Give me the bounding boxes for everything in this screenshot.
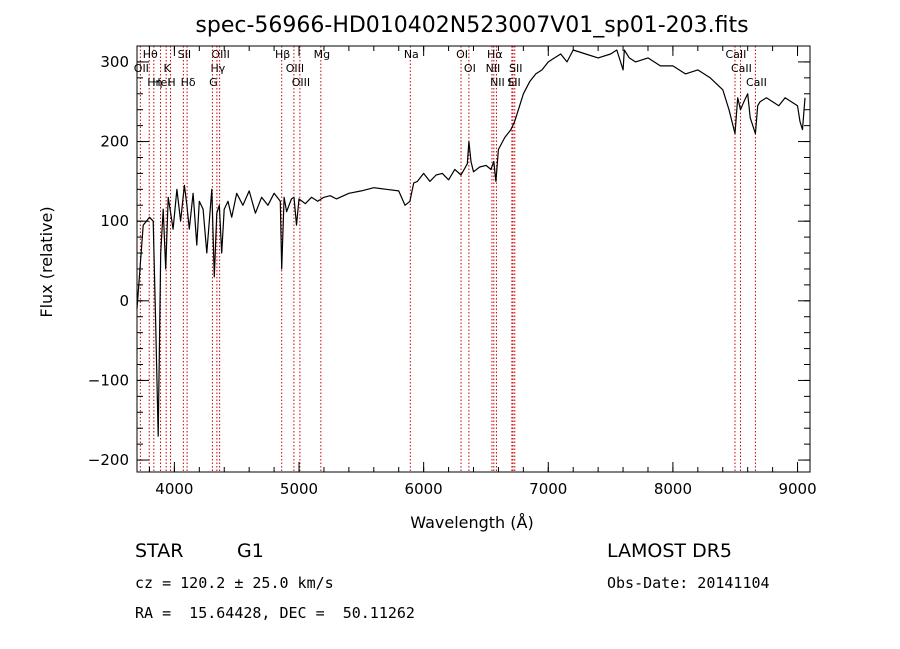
y-tick-label: −100 — [88, 371, 129, 389]
spectral-line-label: NII — [486, 62, 501, 75]
x-tick-label: 8000 — [654, 480, 692, 498]
spectral-line-label: G — [209, 76, 218, 89]
spectral-line-label: Na — [404, 48, 419, 61]
y-tick-label: −200 — [88, 451, 129, 469]
y-tick-label: 300 — [100, 53, 129, 71]
spectral-line-label: OI — [456, 48, 468, 61]
y-axis-label: Flux (relative) — [37, 206, 56, 317]
spectral-line-label: OI — [464, 62, 476, 75]
x-tick-label: 5000 — [280, 480, 318, 498]
y-tick-label: 100 — [100, 212, 129, 230]
chart-title: spec-56966-HD010402N523007V01_sp01-203.f… — [195, 13, 748, 38]
spectral-line-label: SII — [178, 48, 191, 61]
spectral-line-label: NII — [490, 76, 505, 89]
obs-date: Obs-Date: 20141104 — [607, 574, 770, 592]
spectral-line-label: CaII — [726, 48, 747, 61]
spectral-line-label: Hγ — [210, 62, 225, 75]
spectral-line-label: Hβ — [275, 48, 290, 61]
spectral-line-label: K — [164, 62, 172, 75]
coordinates: RA = 15.64428, DEC = 50.11262 — [135, 604, 415, 622]
spectrum-series-line — [136, 49, 806, 437]
spectral-line-label: H — [167, 76, 175, 89]
spectral-line-label: Hη — [147, 76, 162, 89]
spectral-line-label: SII — [507, 76, 520, 89]
axes-layer: 4000 5000 6000 7000 8000 9000 −200 −100 0 100 200 3… — [88, 45, 817, 498]
spectral-line-label: CaII — [731, 62, 752, 75]
x-axis-label: Wavelength (Å) — [410, 513, 533, 532]
y-tick-label: 0 — [119, 292, 129, 310]
spectral-line-label: OII — [134, 62, 149, 75]
object-type: STAR — [135, 540, 184, 562]
spectral-line-label: Mg — [314, 48, 330, 61]
spectral-line-label: CaII — [746, 76, 767, 89]
object-subclass: G1 — [237, 540, 264, 562]
spectral-line-label: Hθ — [143, 48, 158, 61]
x-tick-label: 7000 — [529, 480, 567, 498]
spectral-line-label: Hα — [487, 48, 503, 61]
x-tick-label: 6000 — [405, 480, 443, 498]
spectral-line-label: Li — [508, 76, 517, 89]
spectral-line-label: Hδ — [181, 76, 196, 89]
series-layer — [136, 49, 806, 437]
survey-name: LAMOST DR5 — [607, 540, 732, 562]
redshift-line: cz = 120.2 ± 25.0 km/s — [135, 574, 334, 592]
spectral-line-label: OIII — [286, 62, 304, 75]
x-tick-label: 4000 — [155, 480, 193, 498]
x-tick-label: 9000 — [778, 480, 816, 498]
plot-frame — [136, 45, 811, 473]
spectral-line-label: OIII — [292, 76, 310, 89]
y-tick-label: 200 — [100, 133, 129, 151]
spectral-line-label: OIII — [211, 48, 229, 61]
spectral-line-label: SII — [509, 62, 522, 75]
